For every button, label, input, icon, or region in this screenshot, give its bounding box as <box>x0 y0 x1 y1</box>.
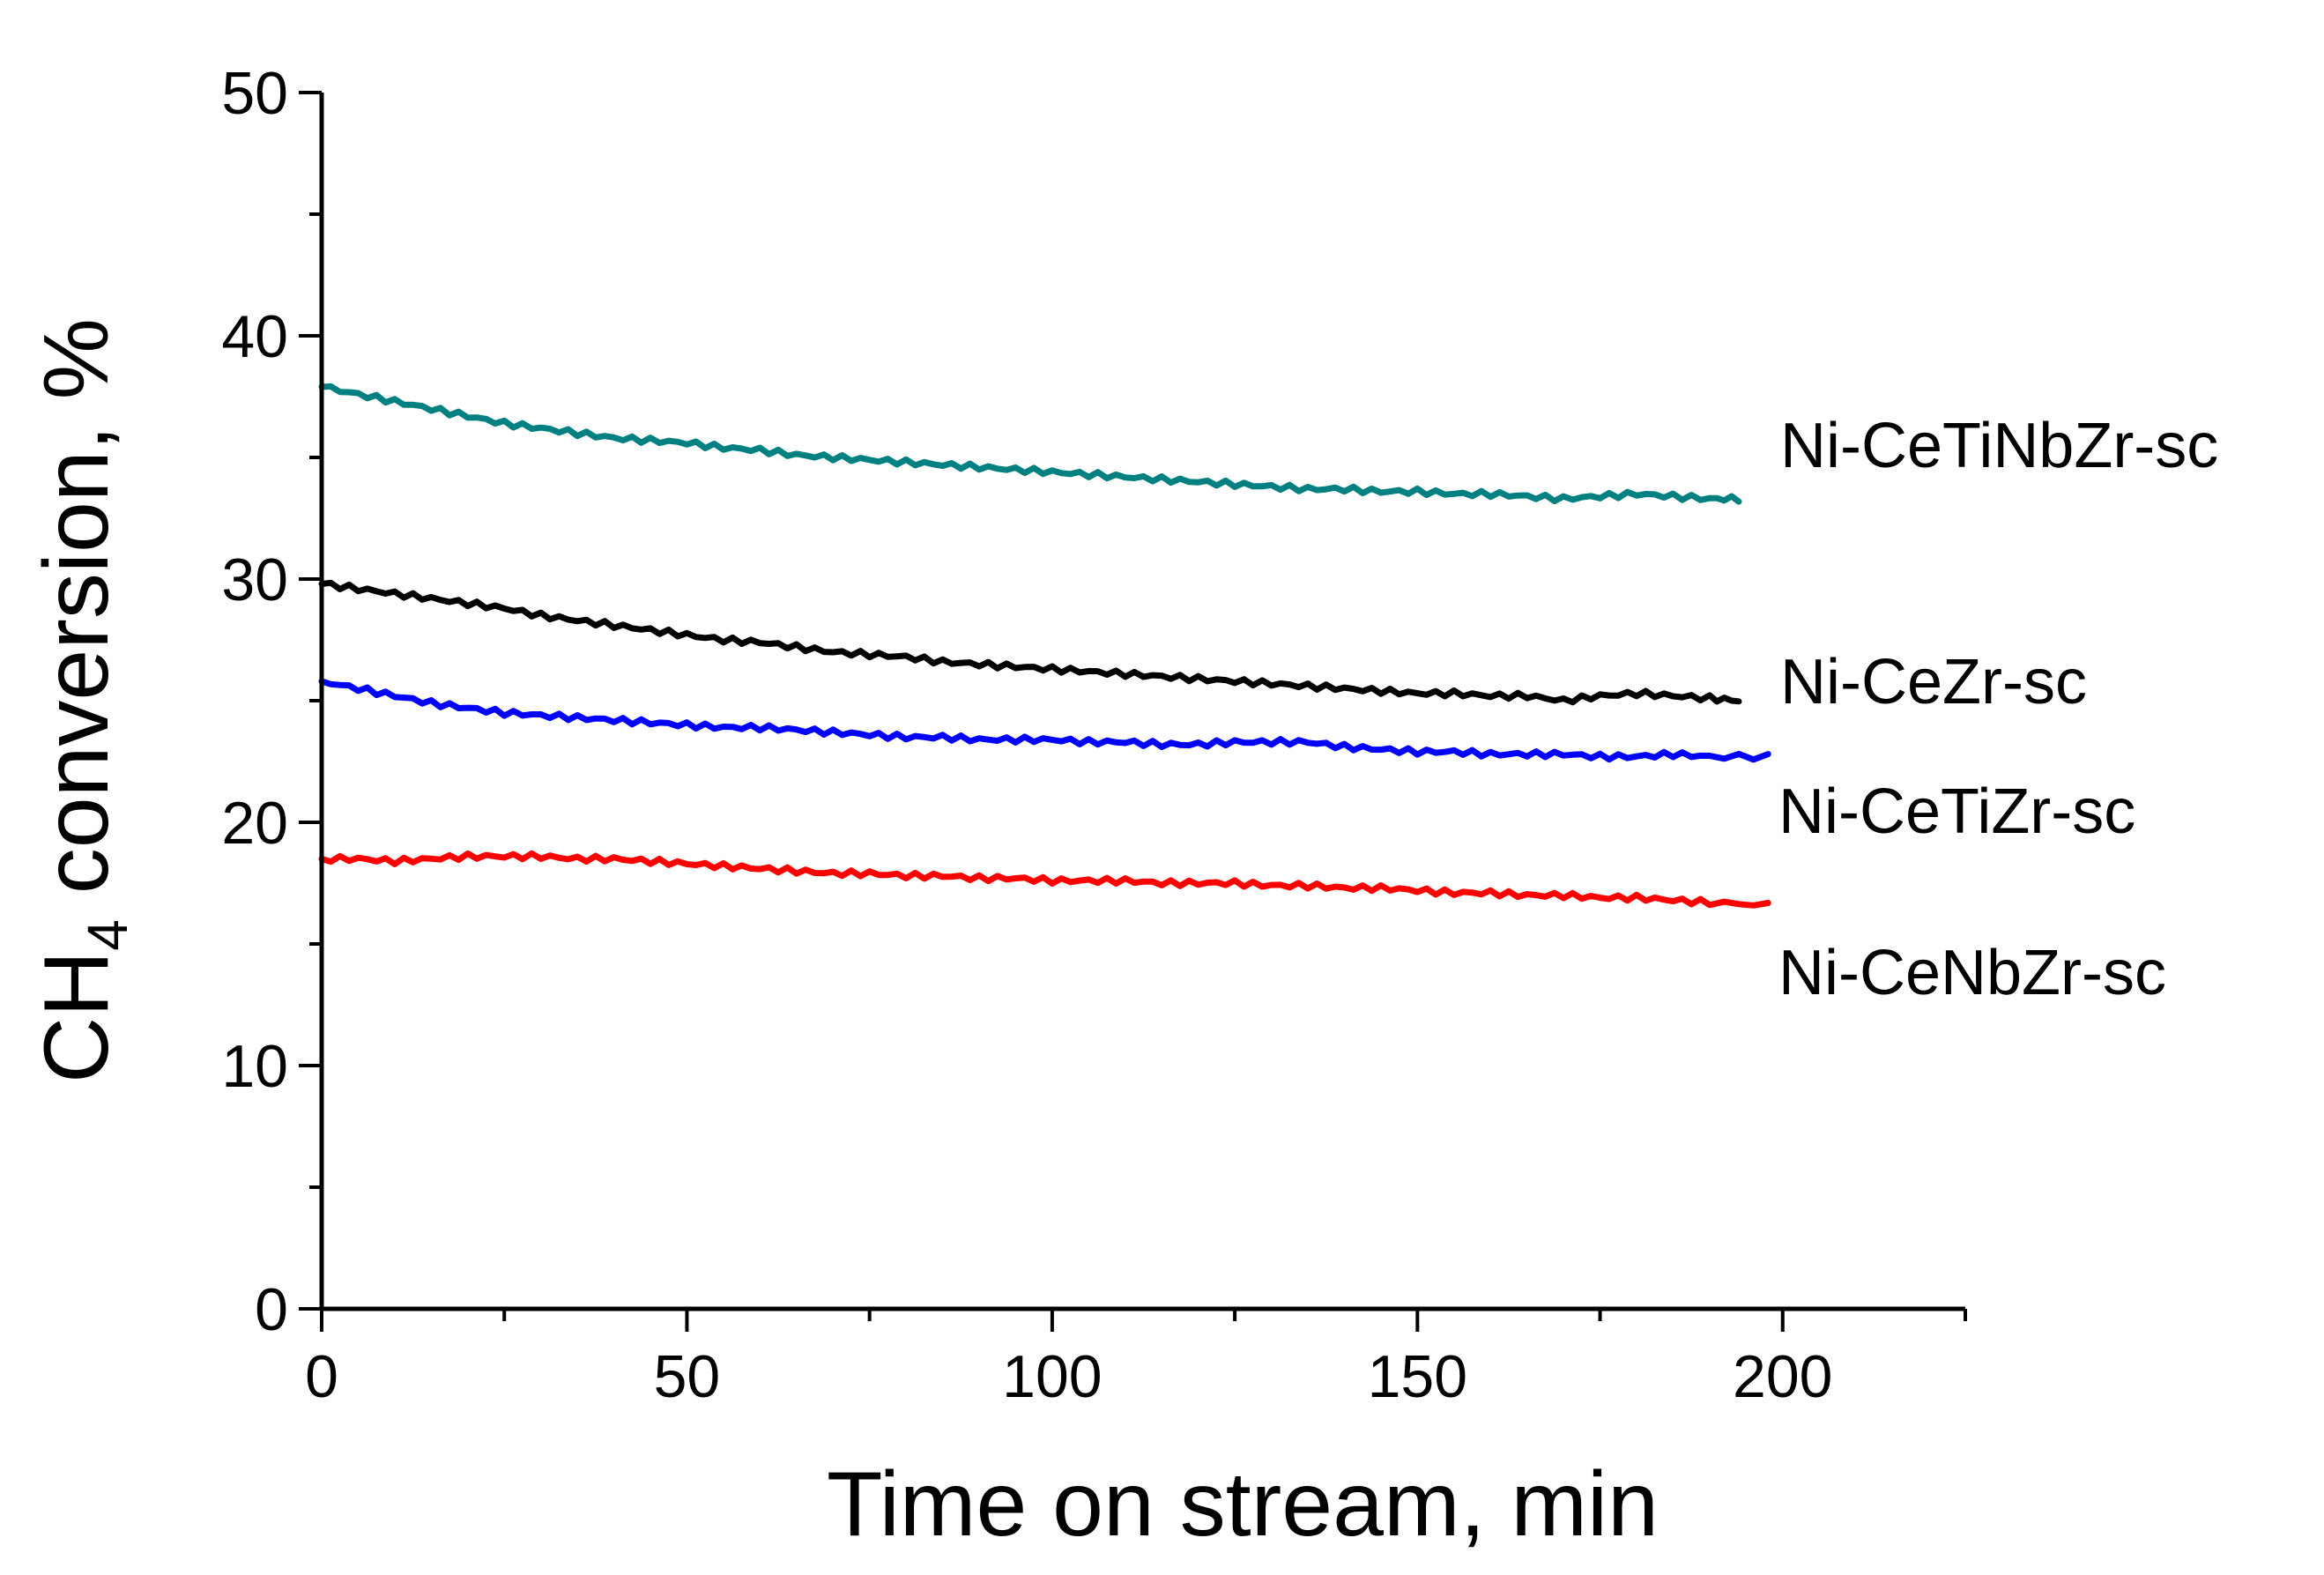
ticks-layer: 0 10 20 30 40 50 0 50 100 150 200 <box>221 60 1967 1410</box>
y-axis-title-sub: 4 <box>76 919 139 951</box>
x-tick-label: 200 <box>1733 1343 1832 1410</box>
y-axis-title-main: CH <box>26 951 128 1083</box>
series-label: Ni-CeTiNbZr-sc <box>1780 411 2218 481</box>
series-line <box>318 678 1771 763</box>
y-tick-label: 40 <box>221 303 288 370</box>
y-axis-title: CH4 conversion, % <box>26 318 139 1083</box>
x-tick-label: 50 <box>654 1343 721 1410</box>
y-tick-label: 30 <box>221 546 288 613</box>
y-tick-label: 20 <box>221 790 288 857</box>
x-tick-label: 100 <box>1002 1343 1102 1410</box>
series-labels: Ni-CeTiNbZr-sc Ni-CeZr-sc Ni-CeTiZr-sc Ni-C… <box>1778 411 2218 1008</box>
series-line <box>318 850 1771 909</box>
series-line <box>318 579 1742 706</box>
series-label: Ni-CeNbZr-sc <box>1778 938 2166 1008</box>
series-label: Ni-CeZr-sc <box>1780 647 2087 717</box>
series-line <box>318 383 1742 505</box>
y-axis-title-rest: conversion, % <box>26 318 128 919</box>
series-layer <box>318 383 1771 909</box>
y-tick-label: 50 <box>221 60 288 127</box>
x-tick-label: 0 <box>305 1343 338 1410</box>
x-axis-title: Time on stream, min <box>827 1453 1659 1556</box>
y-tick-label: 10 <box>221 1033 288 1100</box>
x-tick-label: 150 <box>1368 1343 1467 1410</box>
y-tick-label: 0 <box>255 1276 288 1343</box>
series-label: Ni-CeTiZr-sc <box>1778 776 2135 847</box>
